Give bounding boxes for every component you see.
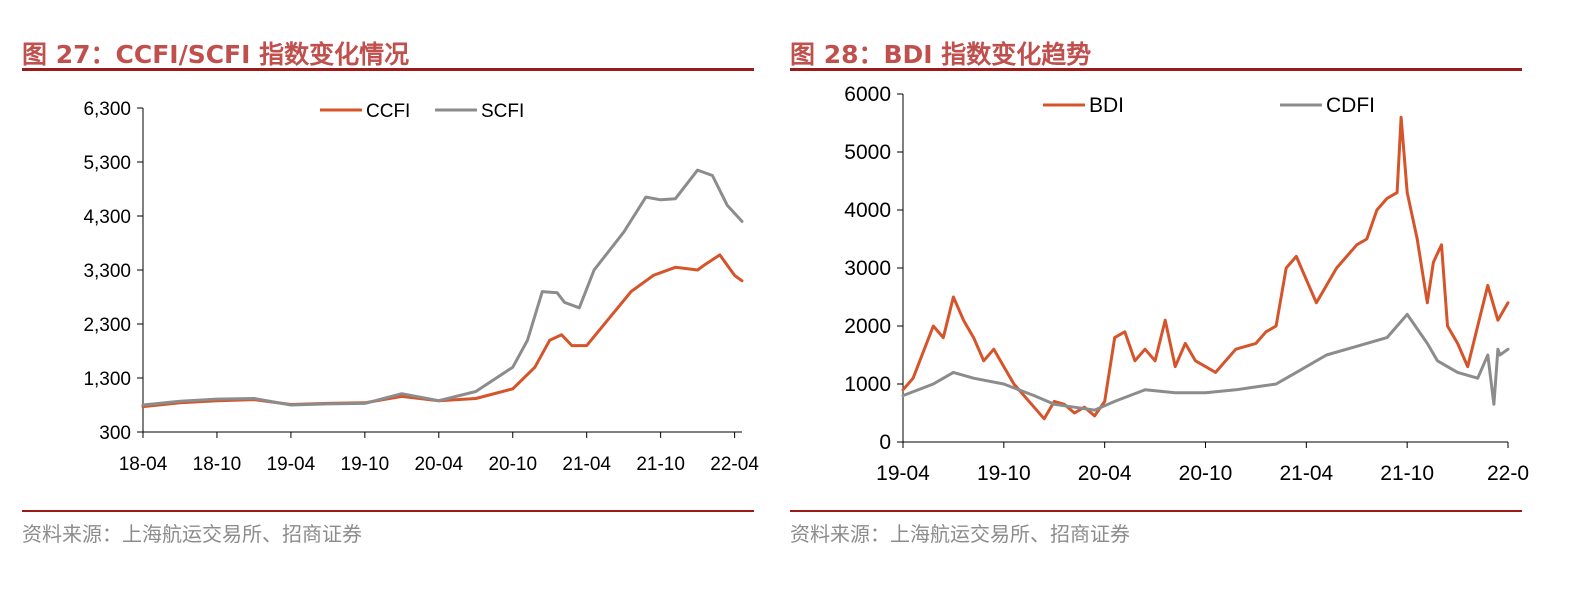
- y-tick-label: 1,300: [83, 369, 131, 390]
- chart-panel-bdi: 图 28：BDI 指数变化趋势 0 1000 2000 3000 4000 5000 600…: [790, 0, 1530, 592]
- figure-title: 图 27：CCFI/SCFI 指数变化情况: [22, 40, 410, 69]
- y-tick-label: 6000: [844, 83, 891, 106]
- source-rule: [790, 510, 1522, 512]
- legend-label-scfi: SCFI: [481, 101, 524, 122]
- legend-label-cdfi: CDFI: [1326, 94, 1375, 117]
- series-line-bdi: [901, 115, 1510, 421]
- x-tick-label: 18-10: [193, 454, 242, 475]
- x-tick-label: 22-0: [1487, 462, 1529, 485]
- y-tick-label: 4000: [844, 199, 891, 222]
- source-note: 资料来源：上海航运交易所、招商证券: [22, 522, 362, 546]
- x-tick-label: 19-04: [876, 462, 930, 485]
- source-rule: [22, 510, 754, 512]
- legend-label-bdi: BDI: [1089, 94, 1124, 117]
- y-tick-label: 3000: [844, 257, 891, 280]
- y-tick-label: 5000: [844, 141, 891, 164]
- x-tick-label: 20-04: [414, 454, 463, 475]
- x-tick-label: 21-04: [562, 454, 611, 475]
- series-line-scfi: [141, 168, 744, 407]
- line-chart-ccfi-scfi: 300 1,300 2,300 3,300 4,300 5,300 6,300 18-04 18…: [83, 99, 759, 475]
- y-tick-label: 2,300: [83, 315, 131, 336]
- x-tick-label: 20-10: [488, 454, 537, 475]
- x-tick-label: 19-04: [267, 454, 316, 475]
- legend-label-ccfi: CCFI: [366, 101, 410, 122]
- y-tick-label: 300: [99, 423, 131, 444]
- x-tick-label: 18-04: [119, 454, 168, 475]
- y-tick-label: 2000: [844, 315, 891, 338]
- line-chart-bdi-cdfi: 0 1000 2000 3000 4000 5000 6000 19-04 19-10 20-04…: [844, 83, 1529, 485]
- x-tick-label: 22-04: [710, 454, 759, 475]
- y-tick-label: 1000: [844, 373, 891, 396]
- x-tick-label: 21-04: [1279, 462, 1333, 485]
- x-tick-label: 19-10: [341, 454, 390, 475]
- title-rule: [22, 68, 754, 71]
- y-tick-label: 6,300: [83, 99, 131, 120]
- series-line-cdfi: [901, 312, 1510, 412]
- series-line-ccfi: [141, 253, 744, 409]
- figure-title: 图 28：BDI 指数变化趋势: [790, 40, 1092, 69]
- y-tick-label: 3,300: [83, 261, 131, 282]
- x-tick-label: 20-04: [1078, 462, 1132, 485]
- title-rule: [790, 68, 1522, 71]
- x-tick-label: 21-10: [1380, 462, 1434, 485]
- x-tick-label: 21-10: [636, 454, 685, 475]
- source-note: 资料来源：上海航运交易所、招商证券: [790, 522, 1130, 546]
- y-tick-label: 5,300: [83, 153, 131, 174]
- x-tick-label: 20-10: [1179, 462, 1233, 485]
- x-tick-label: 19-10: [977, 462, 1031, 485]
- y-tick-label: 4,300: [83, 207, 131, 228]
- y-tick-label: 0: [879, 431, 891, 454]
- chart-panel-ccfi-scfi: 图 27：CCFI/SCFI 指数变化情况 300 1,300 2,300 3,300…: [0, 0, 760, 592]
